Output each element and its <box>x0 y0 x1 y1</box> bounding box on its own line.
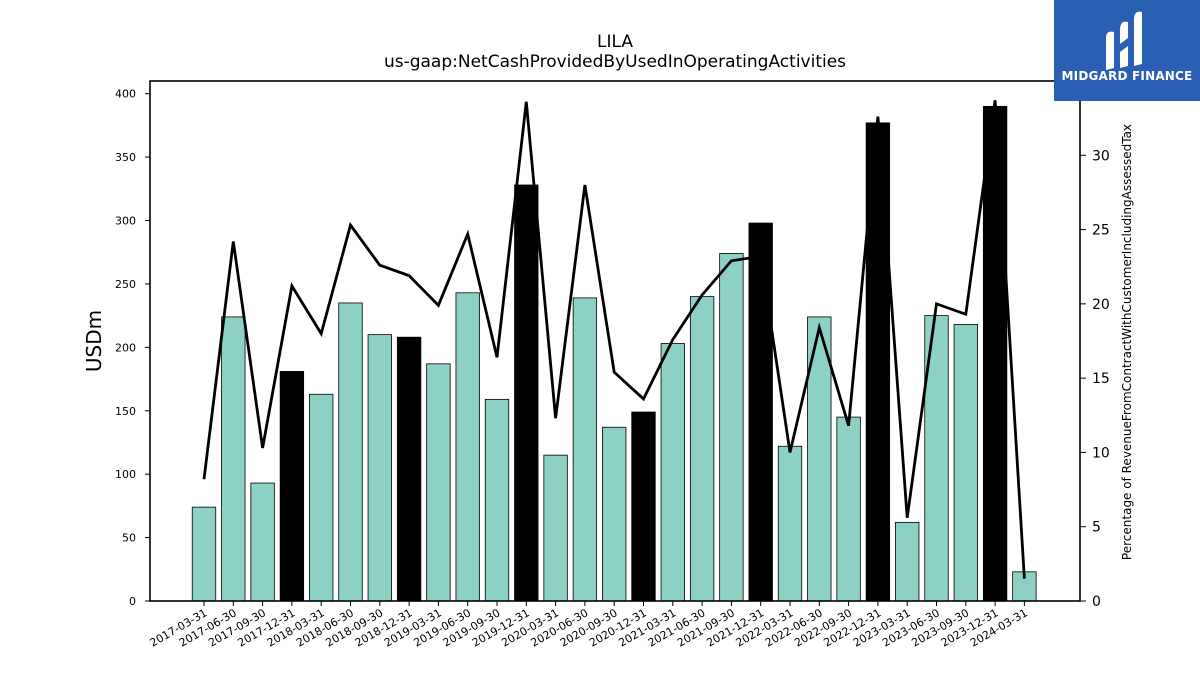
bar-2019-06-30 <box>455 292 480 602</box>
y-tick-label: 250 <box>115 278 136 291</box>
bar-2017-12-31 <box>279 371 305 602</box>
bar-2021-06-30 <box>689 296 715 602</box>
y2-tick-label: 0 <box>1092 594 1101 610</box>
bar-2023-09-30 <box>953 324 978 602</box>
bar-2019-12-31 <box>514 184 539 602</box>
y2-tick-label: 10 <box>1092 445 1110 461</box>
bar-2023-12-31 <box>982 105 1008 602</box>
y2-tick-label: 15 <box>1092 371 1110 387</box>
bar-2017-03-31 <box>191 506 217 602</box>
bar-2017-09-30 <box>250 482 275 602</box>
bar-2018-12-31 <box>396 336 422 602</box>
bar-2020-06-30 <box>572 297 598 602</box>
logo-text: MIDGARD FINANCE <box>1061 69 1193 83</box>
y-tick-label: 200 <box>115 341 136 354</box>
bar-2018-03-31 <box>309 393 334 602</box>
y-tick-label: 150 <box>115 405 136 418</box>
percentage-line <box>202 100 1026 579</box>
bar-2017-06-30 <box>221 316 246 602</box>
y2-tick-label: 5 <box>1092 520 1101 536</box>
bar-2019-09-30 <box>484 398 510 602</box>
bar-2020-12-31 <box>631 411 656 602</box>
bar-2020-09-30 <box>602 426 627 602</box>
bar-2021-09-30 <box>719 253 744 602</box>
bar-2020-03-31 <box>543 454 568 602</box>
y-tick-label: 100 <box>115 468 136 481</box>
y2-tick-label: 20 <box>1092 297 1110 313</box>
y-axis-label: USDm <box>82 310 106 372</box>
chart-title: LILA <box>597 32 633 52</box>
bar-2023-03-31 <box>895 521 920 602</box>
y2-axis-label: Percentage of RevenueFromContractWithCus… <box>1120 124 1134 560</box>
chart-subtitle: us-gaap:NetCashProvidedByUsedInOperating… <box>383 52 847 72</box>
plot-frame <box>149 80 1081 602</box>
midgard-logo-icon <box>1106 11 1142 71</box>
bar-2018-06-30 <box>338 302 363 602</box>
y-tick-label: 350 <box>115 151 136 164</box>
y2-tick-label: 25 <box>1092 223 1110 239</box>
y-tick-label: 300 <box>115 215 136 228</box>
y-tick-label: 0 <box>129 595 136 608</box>
brand-logo: MIDGARD FINANCE <box>1054 0 1200 101</box>
bar-2022-09-30 <box>836 416 861 602</box>
y2-tick-label: 30 <box>1092 148 1110 164</box>
y-tick-label: 50 <box>122 532 136 545</box>
bar-2022-03-31 <box>777 445 803 602</box>
bar-2021-12-31 <box>748 222 773 602</box>
bar-2018-09-30 <box>367 334 392 602</box>
y-tick-label: 400 <box>115 88 136 101</box>
bar-2019-03-31 <box>426 363 451 602</box>
bar-2021-03-31 <box>660 343 685 602</box>
